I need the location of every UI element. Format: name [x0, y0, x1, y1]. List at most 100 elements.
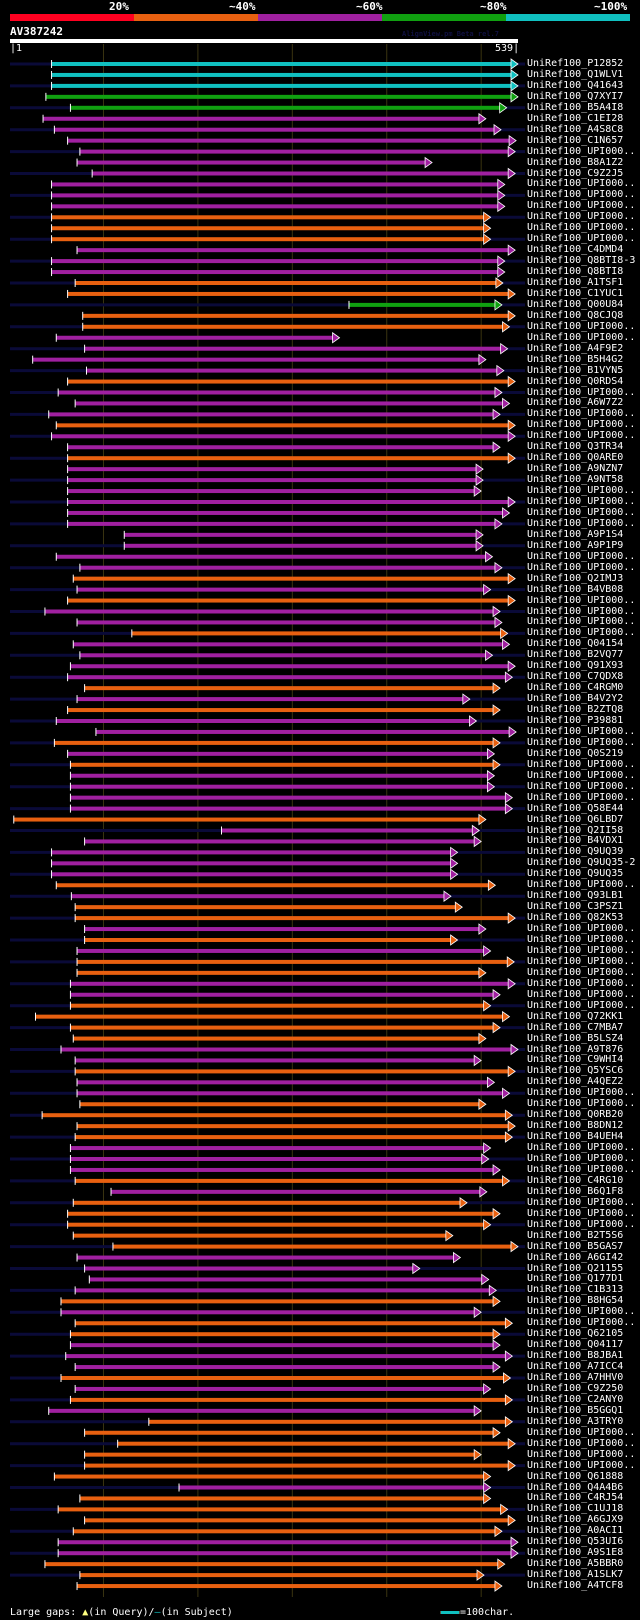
alignment-bar[interactable] — [73, 1200, 462, 1205]
hit-label[interactable]: UniRef100_C4DMD4 — [527, 244, 624, 256]
hit-row[interactable] — [10, 1416, 525, 1428]
hit-row[interactable] — [48, 1405, 482, 1417]
alignment-bar[interactable] — [75, 1321, 507, 1326]
hit-label[interactable]: UniRef100_UPI000.. — [527, 923, 636, 935]
hit-row[interactable] — [45, 91, 519, 103]
hit-label[interactable]: UniRef100_A4TCF8 — [527, 1580, 624, 1592]
alignment-bar[interactable] — [51, 62, 512, 66]
hit-label[interactable]: UniRef100_A3TRY0 — [527, 1415, 624, 1427]
hit-label[interactable]: UniRef100_Q93LB1 — [527, 890, 624, 902]
hit-row[interactable] — [74, 1383, 492, 1395]
alignment-bar[interactable] — [51, 226, 485, 231]
hit-label[interactable]: UniRef100_Q0S219 — [527, 747, 624, 759]
hit-label[interactable]: UniRef100_UPI000.. — [527, 1087, 636, 1099]
hit-row[interactable] — [10, 693, 525, 705]
hit-label[interactable]: UniRef100_A9S1E8 — [527, 1547, 624, 1559]
hit-row[interactable] — [10, 1481, 525, 1494]
alignment-bar[interactable] — [60, 1376, 505, 1380]
hit-label[interactable]: UniRef100_UPI000.. — [527, 977, 636, 989]
alignment-bar[interactable] — [71, 894, 445, 899]
hit-row[interactable] — [51, 200, 506, 213]
hit-row[interactable] — [76, 616, 503, 629]
alignment-bar[interactable] — [51, 83, 512, 88]
hit-row[interactable] — [84, 923, 487, 935]
alignment-bar[interactable] — [75, 401, 504, 406]
hit-row[interactable] — [10, 1153, 525, 1165]
hit-row[interactable] — [10, 824, 525, 837]
alignment-bar[interactable] — [56, 554, 487, 559]
hit-row[interactable] — [55, 879, 497, 892]
alignment-bar[interactable] — [117, 1441, 510, 1446]
hit-label[interactable]: UniRef100_A1SLK7 — [527, 1569, 624, 1581]
hit-row[interactable] — [10, 934, 525, 946]
alignment-bar[interactable] — [148, 1419, 507, 1424]
alignment-bar[interactable] — [67, 1211, 495, 1216]
alignment-bar[interactable] — [73, 642, 504, 647]
alignment-bar[interactable] — [56, 883, 490, 888]
hit-label[interactable]: UniRef100_A4F9E2 — [527, 342, 624, 354]
alignment-bar[interactable] — [58, 390, 496, 395]
hit-label[interactable]: UniRef100_C9WHI4 — [527, 1054, 624, 1066]
alignment-bar[interactable] — [35, 1014, 504, 1019]
hit-label[interactable]: UniRef100_Q53UI6 — [527, 1536, 624, 1548]
alignment-bar[interactable] — [44, 609, 495, 614]
hit-row[interactable] — [82, 310, 516, 322]
hit-row[interactable] — [51, 69, 519, 81]
alignment-bar[interactable] — [84, 1518, 510, 1523]
hit-row[interactable] — [10, 1131, 525, 1143]
hit-label[interactable]: UniRef100_UPI000.. — [527, 725, 636, 737]
hit-label[interactable]: UniRef100_C3PSZ1 — [527, 901, 624, 913]
hit-row[interactable] — [95, 726, 517, 738]
hit-row[interactable] — [55, 419, 516, 432]
hit-row[interactable] — [10, 1372, 525, 1384]
hit-row[interactable] — [72, 572, 516, 585]
hit-label[interactable]: UniRef100_Q9UQ35-2 — [527, 857, 636, 869]
hit-row[interactable] — [72, 638, 511, 651]
hit-label[interactable]: UniRef100_A9NT58 — [527, 474, 624, 486]
alignment-bar[interactable] — [43, 116, 480, 121]
hit-label[interactable]: UniRef100_Q21155 — [527, 1262, 624, 1274]
alignment-bar[interactable] — [70, 105, 501, 110]
hit-label[interactable]: UniRef100_B8A1Z2 — [527, 156, 624, 168]
hit-row[interactable] — [76, 244, 516, 256]
hit-row[interactable] — [10, 802, 525, 815]
hit-label[interactable]: UniRef100_UPI000.. — [527, 386, 636, 398]
alignment-bar[interactable] — [60, 1310, 476, 1315]
hit-row[interactable] — [84, 1448, 482, 1461]
alignment-bar[interactable] — [51, 204, 499, 209]
alignment-bar[interactable] — [51, 270, 499, 275]
hit-label[interactable]: UniRef100_UPI000.. — [527, 1207, 636, 1219]
hit-row[interactable] — [10, 1503, 525, 1516]
alignment-bar[interactable] — [67, 445, 495, 450]
hit-row[interactable] — [67, 485, 482, 497]
alignment-bar[interactable] — [77, 587, 485, 592]
hit-row[interactable] — [10, 1065, 525, 1078]
hit-row[interactable] — [74, 1054, 482, 1067]
hit-label[interactable]: UniRef100_UPI000.. — [527, 955, 636, 967]
hit-row[interactable] — [10, 474, 525, 486]
hit-row[interactable] — [10, 1350, 525, 1362]
alignment-bar[interactable] — [75, 1386, 485, 1391]
hit-label[interactable]: UniRef100_Q61888 — [527, 1470, 624, 1482]
alignment-bar[interactable] — [84, 938, 452, 942]
alignment-bar[interactable] — [348, 302, 496, 307]
alignment-bar[interactable] — [51, 182, 499, 187]
alignment-bar[interactable] — [75, 1365, 495, 1370]
hit-label[interactable]: UniRef100_UPI000.. — [527, 430, 636, 442]
hit-row[interactable] — [55, 550, 494, 563]
hit-label[interactable]: UniRef100_B4V2Y2 — [527, 693, 624, 705]
alignment-bar[interactable] — [60, 1047, 513, 1052]
hit-label[interactable]: UniRef100_A7HHV0 — [527, 1372, 624, 1383]
alignment-bar[interactable] — [77, 1124, 510, 1129]
hit-row[interactable] — [10, 299, 525, 311]
hit-row[interactable] — [76, 1120, 516, 1132]
alignment-bar[interactable] — [67, 751, 489, 756]
alignment-bar[interactable] — [51, 434, 510, 439]
hit-row[interactable] — [10, 1547, 525, 1559]
hit-row[interactable] — [67, 594, 516, 607]
alignment-bar[interactable] — [84, 346, 502, 351]
hit-label[interactable]: UniRef100_UPI000.. — [527, 1153, 636, 1164]
hit-label[interactable]: UniRef100_UPI000.. — [527, 769, 636, 781]
hit-label[interactable]: UniRef100_UPI000.. — [527, 408, 636, 420]
alignment-bar[interactable] — [54, 740, 495, 745]
